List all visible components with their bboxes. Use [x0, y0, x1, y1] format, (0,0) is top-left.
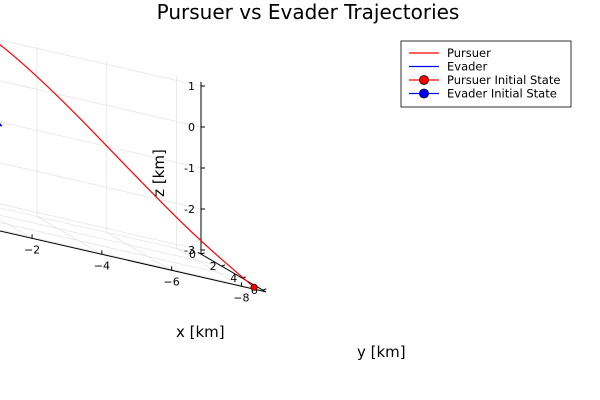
y-axis-label: y [km] [357, 343, 406, 361]
y-tick-label-2: −4 [94, 259, 110, 272]
y-tick-label-0: −8 [233, 291, 249, 304]
grid-line-z-back-2 [0, 121, 202, 169]
legend-label-0: Pursuer [447, 46, 491, 60]
y-tick-label-3: −2 [24, 243, 40, 256]
legend-swatch-marker-2 [419, 75, 429, 85]
series-line-0 [0, 44, 255, 288]
grid-line-y-floor-1 [106, 232, 172, 271]
grid-line-z-back-3 [0, 162, 202, 210]
z-tick-label-2: -1 [184, 162, 195, 175]
x-tick-mark-1 [221, 264, 226, 267]
legend-label-1: Evader [447, 60, 487, 74]
grid-line-y-floor-2 [36, 216, 103, 255]
markers-layer [250, 283, 258, 291]
z-tick-label-1: 0 [188, 121, 195, 134]
series-line-1 [0, 122, 3, 127]
z-tick-label-0: 1 [188, 80, 195, 93]
x-tick-mark-3 [262, 288, 267, 291]
z-axis-label: z [km] [150, 149, 168, 197]
legend-label-3: Evader Initial State [447, 87, 557, 101]
y-axis-line [0, 230, 267, 293]
grid-line-z-back-4 [0, 203, 202, 251]
axes-layer: 10-1-2-30246−8−6−4−20 [0, 80, 267, 304]
grid-line-z-back-1 [0, 80, 202, 128]
grid-line-y-floor-0 [176, 248, 242, 287]
grid-layer [0, 39, 263, 291]
x-tick-mark-0 [200, 252, 205, 255]
x-tick-label-1: 2 [210, 260, 217, 273]
legend-swatch-marker-3 [419, 88, 429, 99]
series-layer [0, 44, 255, 288]
initial-state-marker-0 [250, 283, 258, 291]
grid-line-x-floor-1 [0, 214, 222, 267]
grid-line-z-back-0 [0, 39, 202, 87]
x-axis-label: x [km] [176, 323, 225, 341]
grid-line-y-floor-3 [0, 219, 33, 239]
z-tick-label-4: -3 [184, 244, 195, 257]
z-tick-label-3: -2 [184, 203, 195, 216]
legend-label-2: Pursuer Initial State [447, 73, 560, 87]
grid-line-x-floor-3 [0, 229, 263, 291]
grid-line-x-floor-2 [0, 222, 243, 279]
grid-line-x-floor-0 [0, 207, 202, 255]
legend-box [400, 40, 572, 108]
chart-title: Pursuer vs Evader Trajectories [157, 0, 460, 24]
y-tick-label-1: −6 [164, 275, 180, 288]
x-tick-label-0: 0 [189, 248, 196, 261]
x-tick-label-2: 4 [230, 272, 237, 285]
